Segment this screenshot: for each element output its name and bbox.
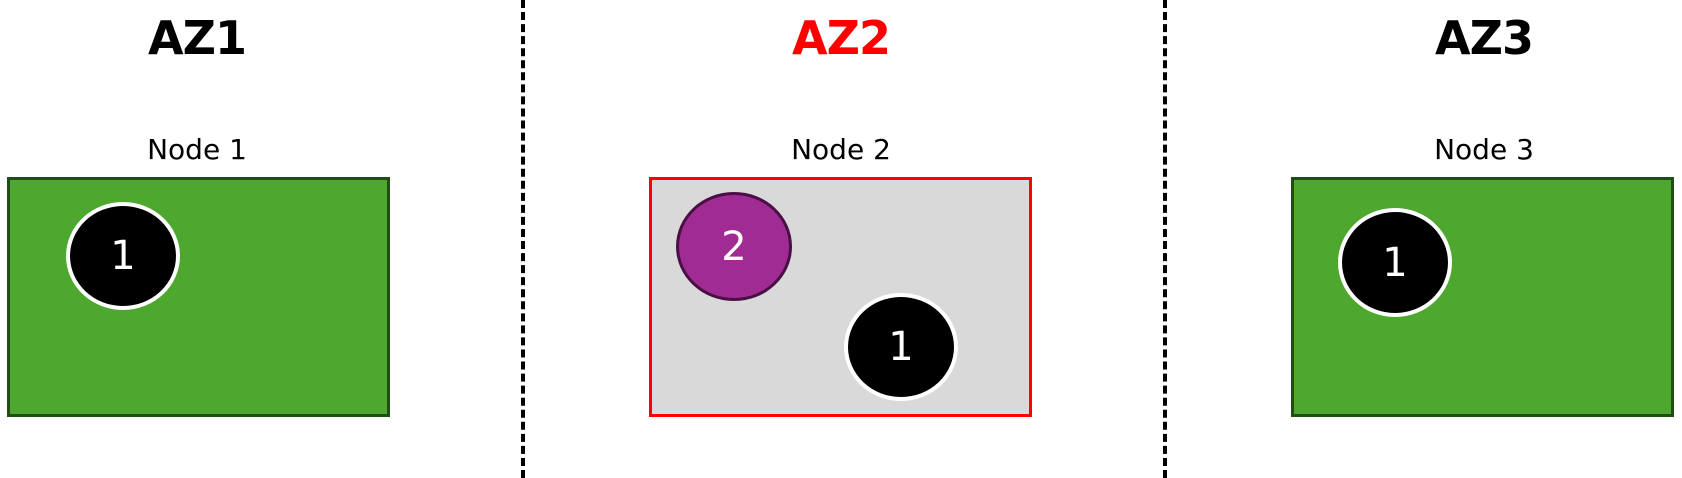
node-1-box: 1: [7, 177, 390, 417]
node-3-pod-1: 1: [1338, 208, 1452, 317]
az2-title: AZ2: [792, 11, 891, 65]
node-3-box: 1: [1291, 177, 1674, 417]
node-1-pod-1: 1: [66, 202, 180, 310]
node-2-label: Node 2: [791, 133, 891, 166]
node-1-label: Node 1: [147, 133, 247, 166]
node-2-box: 2 1: [649, 177, 1032, 417]
node-3-label: Node 3: [1434, 133, 1534, 166]
az1-title: AZ1: [148, 11, 247, 65]
node-2-pod-2: 2: [676, 192, 792, 301]
node-2-pod-1: 1: [844, 293, 958, 401]
zone-divider-1: [521, 0, 525, 478]
zone-divider-2: [1163, 0, 1167, 478]
az3-title: AZ3: [1435, 11, 1534, 65]
